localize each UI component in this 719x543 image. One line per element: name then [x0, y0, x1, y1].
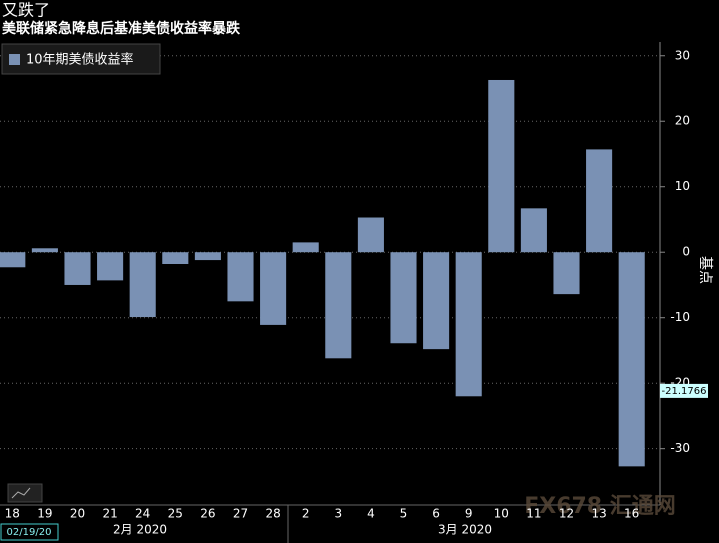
cursor-date: 02/19/20	[7, 527, 52, 538]
bar	[586, 149, 613, 253]
x-tick-label: 5	[400, 507, 408, 521]
x-tick-label: 16	[624, 507, 639, 521]
bar	[260, 252, 287, 325]
x-tick-label: 19	[37, 507, 52, 521]
x-tick-label: 10	[494, 507, 509, 521]
chart-title: 又跌了	[2, 1, 50, 20]
x-tick-label: 20	[70, 507, 85, 521]
bar	[488, 79, 515, 253]
x-tick-label: 28	[265, 507, 280, 521]
bar	[357, 217, 384, 253]
x-tick-label: 27	[233, 507, 248, 521]
x-tick-label: 9	[465, 507, 473, 521]
x-tick-label: 6	[432, 507, 440, 521]
x-tick-label: 2	[302, 507, 310, 521]
month-label: 2月 2020	[113, 523, 167, 537]
x-tick-label: 24	[135, 507, 150, 521]
bar	[97, 252, 124, 281]
month-label: 3月 2020	[438, 523, 492, 537]
bar	[553, 252, 580, 295]
bar	[423, 252, 450, 350]
legend-swatch	[9, 54, 20, 65]
y-tick-label: 0	[682, 245, 690, 259]
bar	[292, 242, 319, 253]
bar	[31, 248, 58, 253]
y-tick-label: 10	[675, 179, 690, 193]
x-tick-label: 11	[526, 507, 541, 521]
legend-label: 10年期美债收益率	[26, 52, 134, 68]
chart-subtitle: 美联储紧急降息后基准美债收益率暴跌	[2, 20, 241, 37]
x-tick-label: 4	[367, 507, 375, 521]
watermark: FX678 汇通网	[524, 494, 676, 519]
y-tick-label: 20	[675, 114, 690, 128]
x-tick-label: 26	[200, 507, 215, 521]
last-value-label: -21.1766	[662, 386, 707, 397]
bar	[194, 252, 221, 261]
y-tick-label: 30	[675, 48, 690, 62]
x-tick-label: 12	[559, 507, 574, 521]
bar	[325, 252, 352, 359]
bar	[64, 252, 91, 285]
chart-icon[interactable]	[7, 483, 43, 503]
legend-box	[1, 43, 161, 75]
bar	[162, 252, 189, 265]
bar	[520, 208, 547, 253]
chart-icon-glyph	[11, 487, 31, 499]
x-tick-label: 3	[334, 507, 342, 521]
bar	[227, 252, 254, 302]
bar	[129, 252, 156, 318]
x-tick-label: 13	[591, 507, 606, 521]
bar	[0, 252, 26, 268]
cursor-date-box	[0, 523, 59, 541]
bar	[618, 252, 645, 467]
x-tick-label: 21	[102, 507, 117, 521]
x-tick-label: 25	[168, 507, 183, 521]
bar	[455, 252, 482, 397]
bar	[390, 252, 417, 344]
y-tick-label: -10	[670, 310, 690, 324]
y-axis-label: 基点	[697, 256, 714, 284]
y-tick-label: -30	[670, 441, 690, 455]
x-tick-label: 18	[5, 507, 20, 521]
last-value-box	[660, 383, 708, 398]
